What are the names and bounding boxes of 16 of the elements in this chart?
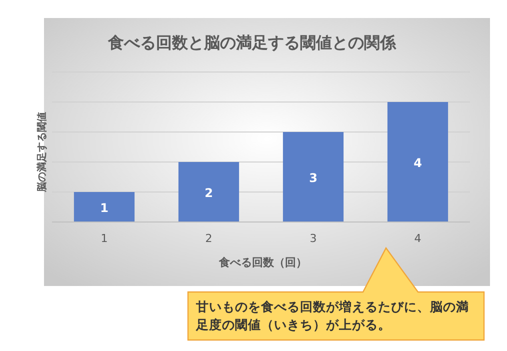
- bar: [282, 132, 344, 222]
- x-axis-title: 食べる回数（回）: [218, 256, 307, 269]
- y-axis-title: 脳の満足する閾値: [36, 112, 48, 193]
- bar: [178, 162, 240, 222]
- bar: [387, 102, 448, 222]
- data-label: 1: [100, 201, 108, 215]
- bar: [74, 192, 135, 222]
- text: 甘いものを食べる回数が増えるたびに、脳の満足度の閾値（いきち）が上がる。: [195, 299, 469, 332]
- x-tick-label: 4: [414, 232, 422, 245]
- data-label: 2: [204, 186, 213, 200]
- x-tick-label: 3: [310, 232, 317, 245]
- x-tick-label: 2: [205, 232, 212, 245]
- x-tick-label: 1: [100, 232, 108, 245]
- data-label: 3: [309, 171, 318, 185]
- data-label: 4: [414, 156, 422, 170]
- chart-title: 食べる回数と脳の満足する閾値との関係: [107, 33, 397, 52]
